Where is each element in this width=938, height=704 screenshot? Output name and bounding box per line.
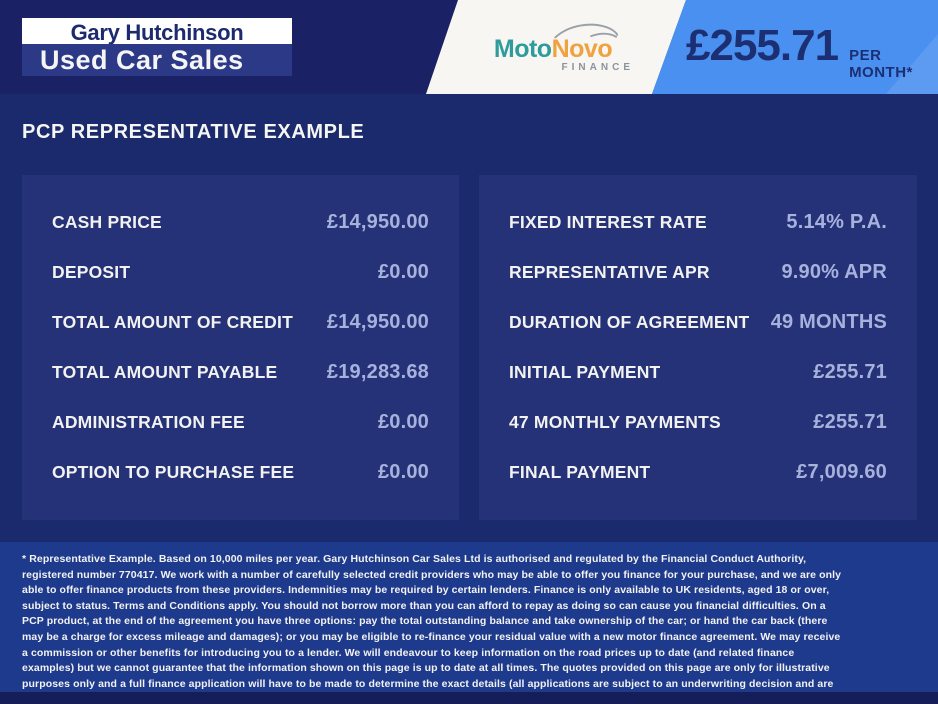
row-value: £255.71 [813, 361, 887, 384]
row-label: OPTION TO PURCHASE FEE [52, 462, 295, 483]
disclaimer-band: * Representative Example. Based on 10,00… [0, 542, 938, 704]
row-value: £14,950.00 [326, 310, 429, 333]
finance-row: CASH PRICE £14,950.00 [52, 211, 429, 234]
finance-panel-left: CASH PRICE £14,950.00 DEPOSIT £0.00 TOTA… [22, 175, 459, 520]
dealer-name-line1: Gary Hutchinson [70, 19, 244, 45]
row-label: FINAL PAYMENT [509, 462, 651, 483]
row-label: REPRESENTATIVE APR [509, 261, 710, 282]
row-value: £19,283.68 [326, 361, 429, 384]
finance-row: OPTION TO PURCHASE FEE £0.00 [52, 461, 429, 484]
monthly-price: £255.71 PER MONTH* [686, 21, 938, 82]
motonovo-finance-label: FINANCE [561, 62, 634, 73]
row-value: 49 MONTHS [770, 310, 887, 333]
row-value: £0.00 [377, 461, 429, 484]
finance-row: DEPOSIT £0.00 [52, 261, 429, 284]
dealer-logo-top: Gary Hutchinson [22, 18, 292, 47]
finance-row: REPRESENTATIVE APR 9.90% APR [509, 261, 887, 284]
row-label: INITIAL PAYMENT [509, 362, 661, 383]
row-label: CASH PRICE [52, 211, 162, 232]
finance-row: TOTAL AMOUNT OF CREDIT £14,950.00 [52, 311, 429, 334]
row-value: £0.00 [377, 260, 429, 283]
finance-row: TOTAL AMOUNT PAYABLE £19,283.68 [52, 361, 429, 384]
page-title: PCP REPRESENTATIVE EXAMPLE [22, 121, 365, 143]
dealer-name-line2: Used Car Sales [40, 44, 244, 75]
finance-row: FIXED INTEREST RATE 5.14% P.A. [509, 211, 887, 234]
motonovo-word-novo: Novo [551, 35, 613, 63]
motonovo-word-moto: Moto [493, 35, 552, 63]
finance-row: 47 MONTHLY PAYMENTS £255.71 [509, 411, 887, 434]
monthly-price-suffix: PER MONTH* [849, 47, 913, 81]
finance-row: INITIAL PAYMENT £255.71 [509, 361, 887, 384]
monthly-price-amount: £255.71 [686, 21, 839, 70]
row-label: TOTAL AMOUNT OF CREDIT [52, 311, 293, 332]
dealer-logo-bottom: Used Car Sales [22, 44, 292, 76]
row-label: DEPOSIT [52, 261, 131, 282]
motonovo-finance-logo: MotoNovo FINANCE [468, 22, 638, 74]
finance-row: DURATION OF AGREEMENT 49 MONTHS [509, 311, 887, 334]
row-label: FIXED INTEREST RATE [509, 211, 707, 232]
row-value: £0.00 [377, 411, 429, 434]
dealer-logo: Gary Hutchinson Used Car Sales [22, 18, 292, 76]
row-value: £7,009.60 [796, 461, 887, 484]
row-label: ADMINISTRATION FEE [52, 412, 245, 433]
disclaimer-text: * Representative Example. Based on 10,00… [22, 553, 842, 704]
finance-row: ADMINISTRATION FEE £0.00 [52, 411, 429, 434]
row-label: 47 MONTHLY PAYMENTS [509, 412, 721, 433]
finance-row: FINAL PAYMENT £7,009.60 [509, 461, 887, 484]
car-swoosh-icon [554, 23, 618, 39]
row-value: £255.71 [813, 411, 887, 434]
row-value: 9.90% APR [781, 260, 887, 283]
header-band: Gary Hutchinson Used Car Sales MotoNovo … [0, 0, 938, 94]
row-label: TOTAL AMOUNT PAYABLE [52, 362, 278, 383]
motonovo-wordmark: MotoNovo [468, 36, 638, 62]
row-value: 5.14% P.A. [786, 210, 887, 233]
header-blue-panel [652, 0, 938, 94]
finance-panel-right: FIXED INTEREST RATE 5.14% P.A. REPRESENT… [479, 175, 917, 520]
row-label: DURATION OF AGREEMENT [509, 311, 750, 332]
row-value: £14,950.00 [326, 210, 429, 233]
footer-strip [0, 692, 938, 704]
header-white-panel [426, 0, 686, 94]
